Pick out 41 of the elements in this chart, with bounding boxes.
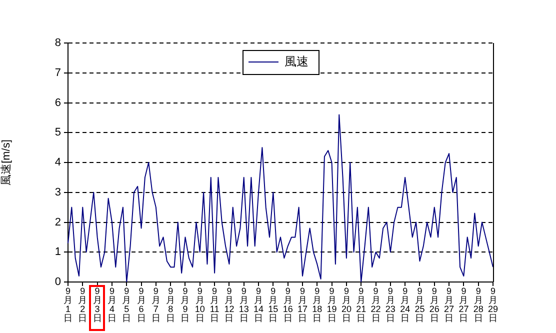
x-tick-label: 9月16日 bbox=[282, 286, 293, 323]
x-tick-label: 9月5日 bbox=[122, 286, 132, 323]
legend-label: 風速 bbox=[284, 54, 308, 68]
y-tick-label: 6 bbox=[54, 96, 61, 109]
x-tick-label: 9月22日 bbox=[370, 286, 381, 323]
x-tick-label: 9月25日 bbox=[414, 286, 425, 323]
x-tick-label: 9月29日 bbox=[488, 286, 498, 323]
y-tick-label: 7 bbox=[54, 66, 61, 79]
y-tick-label: 1 bbox=[54, 246, 61, 258]
x-tick-label: 9月13日 bbox=[238, 286, 249, 323]
y-axis-title: 風速[m/s] bbox=[0, 140, 13, 186]
y-tick-label: 0 bbox=[54, 276, 61, 288]
x-tick-label: 9月14日 bbox=[254, 286, 264, 323]
x-tick-label: 9月19日 bbox=[326, 286, 337, 323]
x-tick-label: 9月27日 bbox=[458, 286, 469, 323]
y-tick-label: 2 bbox=[54, 216, 61, 228]
x-tick-label: 9月12日 bbox=[224, 286, 234, 323]
x-tick-label: 9月28日 bbox=[473, 286, 484, 323]
y-tick-label: 5 bbox=[54, 126, 61, 139]
x-tick-label: 9月4日 bbox=[107, 286, 116, 323]
x-tick-label: 9月24日 bbox=[400, 286, 410, 323]
x-tick-label: 9月1日 bbox=[64, 286, 72, 323]
x-tick-label: 9月21日 bbox=[356, 286, 366, 323]
x-tick-label: 9月26日 bbox=[429, 286, 440, 323]
y-tick-label: 8 bbox=[54, 37, 61, 50]
x-tick-label: 9月27日 bbox=[444, 286, 454, 323]
x-tick-label: 9月23日 bbox=[385, 286, 396, 323]
y-tick-label: 3 bbox=[54, 186, 61, 198]
x-tick-label: 9月9日 bbox=[180, 286, 190, 323]
x-tick-label: 9月7日 bbox=[151, 286, 160, 323]
x-tick-label: 9月10日 bbox=[194, 286, 205, 323]
x-tick-label: 9月6日 bbox=[136, 286, 146, 323]
x-tick-label: 9月17日 bbox=[297, 286, 308, 323]
x-tick-label: 9月15日 bbox=[268, 286, 278, 323]
x-tick-label: 9月8日 bbox=[166, 286, 176, 323]
x-tick-label: 9月11日 bbox=[210, 286, 220, 323]
y-tick-label: 4 bbox=[54, 156, 61, 169]
x-tick-label: 9月20日 bbox=[341, 286, 352, 323]
x-tick-label: 9月3日 bbox=[92, 286, 102, 323]
x-tick-label: 9月2日 bbox=[78, 286, 88, 323]
x-tick-label: 9月18日 bbox=[312, 286, 322, 323]
